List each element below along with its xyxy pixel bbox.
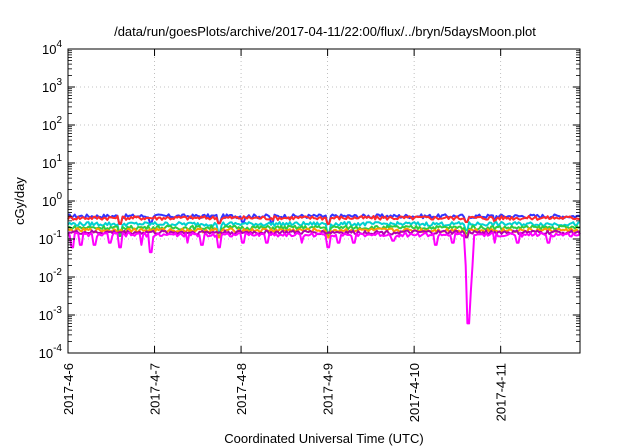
y-tick-label: 10-2 — [39, 267, 63, 285]
series-line — [67, 221, 580, 235]
series-line — [67, 231, 581, 325]
series-line — [67, 229, 581, 239]
series-line — [67, 224, 581, 237]
y-tick-label: 103 — [42, 77, 62, 95]
x-tick-label: 2017-4-9 — [321, 363, 336, 415]
x-tick-label: 2017-4-11 — [494, 363, 509, 421]
y-tick-label: 100 — [42, 191, 62, 209]
series-lines — [67, 213, 581, 325]
x-axis-label: Coordinated Universal Time (UTC) — [224, 431, 423, 446]
y-axis-label: cGy/day — [12, 177, 27, 225]
x-tick-label: 2017-4-8 — [234, 363, 249, 415]
y-tick-label: 104 — [42, 39, 62, 57]
chart-title: /data/run/goesPlots/archive/2017-04-11/2… — [114, 24, 536, 39]
y-tick-label: 10-3 — [39, 305, 63, 323]
y-tick-label: 102 — [42, 115, 62, 133]
y-tick-label: 10-1 — [39, 229, 63, 247]
x-tick-label: 2017-4-10 — [407, 363, 422, 422]
y-tick-label: 10-4 — [39, 343, 63, 361]
x-tick-label: 2017-4-7 — [148, 363, 163, 415]
x-axis: 2017-4-6 2017-4-7 2017-4-8 2017-4-9 2017-4-1… — [61, 49, 509, 422]
y-axis: 10-4 10-3 10-2 10-1 100 101 102 103 104 — [39, 39, 580, 361]
grid-lines — [68, 49, 580, 353]
x-tick-label: 2017-4-6 — [61, 363, 76, 415]
y-tick-label: 101 — [42, 153, 62, 171]
